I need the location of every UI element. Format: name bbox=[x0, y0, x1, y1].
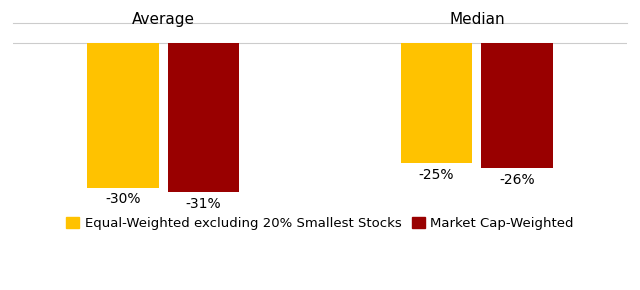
Text: -26%: -26% bbox=[499, 173, 535, 187]
Text: Average: Average bbox=[132, 12, 195, 27]
Text: -31%: -31% bbox=[186, 197, 221, 211]
Bar bbox=[481, 43, 553, 168]
Bar bbox=[401, 43, 472, 163]
Legend: Equal-Weighted excluding 20% Smallest Stocks, Market Cap-Weighted: Equal-Weighted excluding 20% Smallest St… bbox=[66, 217, 574, 230]
Bar bbox=[87, 43, 159, 188]
Text: -25%: -25% bbox=[419, 168, 454, 182]
Text: Median: Median bbox=[449, 12, 505, 27]
Bar bbox=[168, 43, 239, 192]
Text: -30%: -30% bbox=[105, 192, 140, 206]
